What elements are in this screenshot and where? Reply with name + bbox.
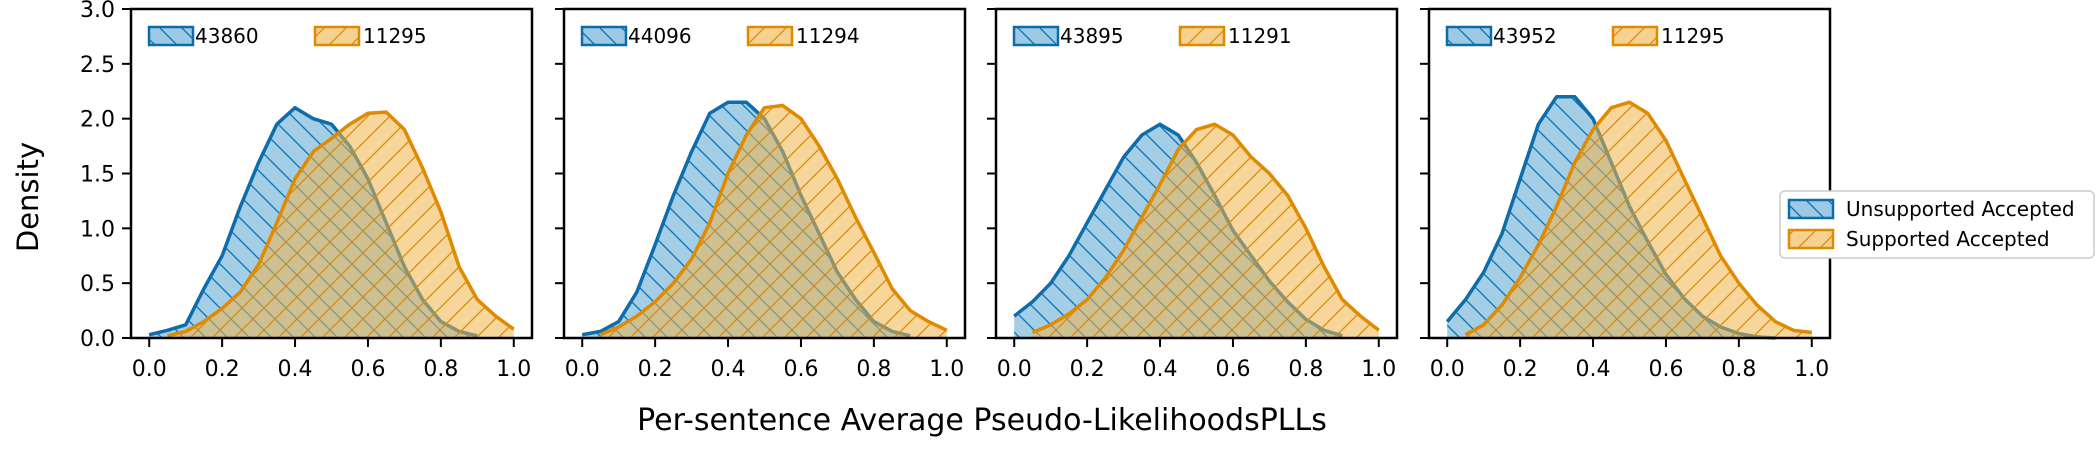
density-series-supported (1031, 122, 1380, 338)
density-line (599, 103, 948, 337)
panel-4: 0.0 0.2 0.4 0.6 0.8 1.0 43952 11295 (1420, 7, 1832, 382)
legend-swatch-hatch (582, 27, 626, 45)
density-hatch (1465, 102, 1812, 338)
x-tick-label: 0.4 (711, 357, 746, 382)
panel-2: 0.0 0.2 0.4 0.6 0.8 1.0 44096 11294 (555, 7, 967, 382)
legend-count: 43895 (1060, 24, 1124, 48)
legend-count: 43952 (1493, 24, 1557, 48)
x-tick-label: 0.0 (565, 357, 600, 382)
x-tick-label: 0.6 (1215, 357, 1250, 382)
y-tick-label: 2.5 (80, 53, 115, 78)
legend-count: 44096 (628, 24, 692, 48)
panel-1: 0.0 0.2 0.4 0.6 0.8 1.0 0.0 0.5 1.0 1.5 2.0 2.5 3.0 4… (80, 0, 534, 382)
x-tick-label: 0.2 (638, 357, 673, 382)
y-tick-label: 2.0 (80, 108, 115, 133)
x-tick-label: 0.8 (1288, 357, 1323, 382)
y-axis-label: Density (11, 142, 45, 252)
x-tick-label: 0.8 (423, 357, 458, 382)
legend-swatch-hatch (149, 27, 193, 45)
y-tick-label: 3.0 (80, 0, 115, 23)
legend-swatch-hatch (1447, 27, 1491, 45)
figure-legend: Unsupported Accepted Supported Accepted (1779, 190, 2095, 259)
density-hatch (167, 112, 514, 338)
density-series-supported (167, 110, 515, 338)
x-tick-label: 0.4 (1576, 357, 1611, 382)
legend-count: 11291 (1228, 24, 1292, 48)
y-tick-label: 1.5 (80, 163, 115, 188)
x-tick-label: 0.0 (1430, 357, 1465, 382)
x-tick-label: 0.8 (856, 357, 891, 382)
density-line (1464, 100, 1813, 337)
x-tick-label: 1.0 (496, 357, 531, 382)
x-tick-label: 0.0 (132, 357, 167, 382)
x-tick-label: 0.4 (1143, 357, 1178, 382)
x-tick-label: 0.6 (350, 357, 385, 382)
density-hatch (600, 105, 947, 338)
legend-swatch-hatch (748, 27, 792, 45)
panel-legend: 44096 11294 (580, 24, 860, 48)
x-tick-label: 0.2 (1070, 357, 1105, 382)
x-tick-label: 0.4 (278, 357, 313, 382)
density-line (1031, 122, 1380, 335)
x-tick-label: 0.6 (1648, 357, 1683, 382)
legend-swatch-hatch (1014, 27, 1058, 45)
x-tick-label: 0.8 (1721, 357, 1756, 382)
density-series-supported (1464, 100, 1813, 338)
x-axis-label: Per-sentence Average Pseudo-LikelihoodsP… (637, 403, 1327, 438)
legend-frame (1779, 190, 2095, 259)
legend-swatch-hatch (315, 27, 359, 45)
x-tick-label: 1.0 (1794, 357, 1829, 382)
density-line (167, 110, 515, 338)
legend-swatch-hatch (1613, 27, 1657, 45)
density-hatch (1032, 124, 1379, 338)
legend-count: 43860 (195, 24, 259, 48)
x-tick-label: 1.0 (929, 357, 964, 382)
legend-label-unsupported: Unsupported Accepted (1846, 197, 2075, 221)
x-tick-label: 1.0 (1361, 357, 1396, 382)
x-tick-label: 0.6 (783, 357, 818, 382)
panel-legend: 43895 11291 (1012, 24, 1292, 48)
legend-count: 11294 (796, 24, 860, 48)
x-tick-label: 0.2 (1503, 357, 1538, 382)
y-tick-label: 1.0 (80, 217, 115, 242)
y-tick-label: 0.0 (80, 327, 115, 352)
legend-count: 11295 (1661, 24, 1725, 48)
x-tick-label: 0.0 (997, 357, 1032, 382)
density-series-supported (599, 103, 948, 338)
panel-legend: 43860 11295 (147, 24, 427, 48)
legend-count: 11295 (363, 24, 427, 48)
panel-3: 0.0 0.2 0.4 0.6 0.8 1.0 43895 11291 (987, 7, 1399, 382)
panel-legend: 43952 11295 (1445, 24, 1725, 48)
legend-label-supported: Supported Accepted (1846, 227, 2050, 251)
y-tick-label: 0.5 (80, 272, 115, 297)
legend-swatch-hatch (1180, 27, 1224, 45)
x-tick-label: 0.2 (205, 357, 240, 382)
